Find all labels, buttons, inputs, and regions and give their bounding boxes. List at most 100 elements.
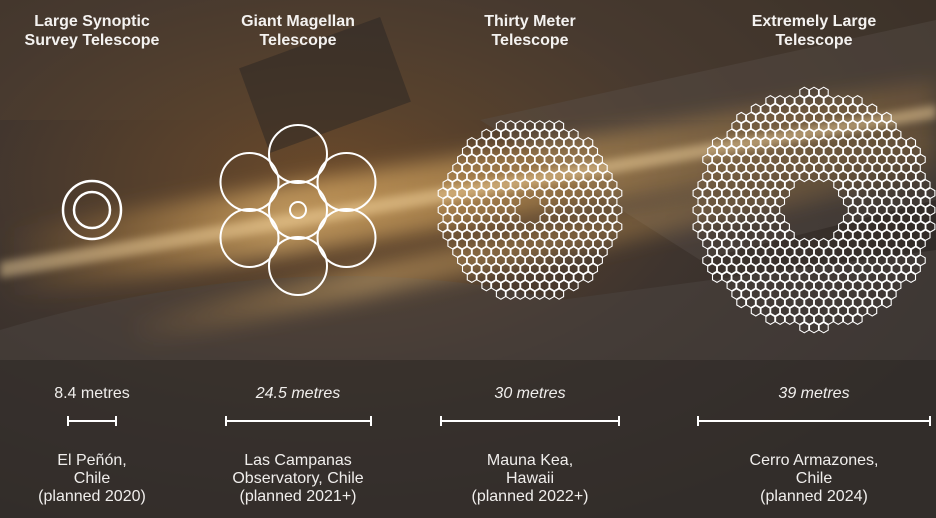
lsst-outer-ring xyxy=(61,179,123,241)
tmt-mirror-segment xyxy=(486,204,497,216)
tmt-mirror-segment xyxy=(544,120,555,132)
tmt-mirror-segment xyxy=(573,187,584,200)
tmt-mirror-segment xyxy=(437,204,448,216)
elt-mirror-segment xyxy=(833,178,844,191)
tmt-mirror-segment xyxy=(568,229,579,242)
elt-mirror-segment xyxy=(867,220,878,233)
tmt-mirror-segment xyxy=(544,220,555,233)
elt-mirror-segment xyxy=(770,254,781,267)
elt-mirror-segment xyxy=(842,162,853,174)
elt-mirror-segment xyxy=(804,296,815,309)
elt-mirror-segment xyxy=(731,237,742,250)
elt-mirror-segment xyxy=(692,220,703,233)
tmt-mirror-segment xyxy=(554,170,565,183)
elt-mirror-segment xyxy=(702,170,713,183)
elt-mirror-segment xyxy=(808,237,820,250)
tmt-mirror-segment xyxy=(529,229,540,242)
elt-mirror-segment xyxy=(818,271,829,284)
tmt-mirror-segment xyxy=(500,212,511,225)
tmt-mirror-segment xyxy=(568,279,579,292)
elt-mirror-segment xyxy=(697,195,708,208)
tmt-mirror-segment xyxy=(495,136,506,149)
elt-mirror-segment xyxy=(799,153,810,166)
elt-mirror-segment xyxy=(867,103,878,116)
elt-mirror-segment xyxy=(775,145,786,158)
tmt-mirror-segment xyxy=(461,212,472,225)
elt-mirror-segment xyxy=(726,262,737,275)
elt-mirror-segment xyxy=(794,128,805,141)
elt-mirror-segment xyxy=(716,178,727,191)
elt-mirror-segment xyxy=(750,153,761,166)
tmt-mirror-segment xyxy=(471,262,482,275)
elt-mirror-segment xyxy=(818,321,829,334)
elt-mirror-segment xyxy=(842,111,853,124)
elt-mirror-segment xyxy=(711,220,723,233)
elt-mirror-segment xyxy=(852,195,863,208)
elt-mirror-segment xyxy=(886,153,897,166)
elt-mirror-segment xyxy=(779,220,790,233)
tmt-mirror-segment xyxy=(602,220,613,233)
elt-mirror-segment xyxy=(755,279,766,292)
elt-mirror-segment xyxy=(707,145,718,158)
elt-mirror-segment xyxy=(862,128,873,141)
elt-mirror-segment xyxy=(862,212,873,225)
elt-mirror-segment xyxy=(736,128,747,141)
telescope-column-elt: Extremely Large Telescope 39 metres Cerr… xyxy=(692,0,936,518)
tmt-mirror-segment xyxy=(524,153,536,166)
tmt-mirror-segment xyxy=(505,288,516,300)
tmt-mirror-segment xyxy=(583,170,594,183)
elt-mirror-segment xyxy=(770,237,781,250)
tmt-mirror-segment xyxy=(524,254,536,267)
elt-mirror-segment xyxy=(808,136,820,149)
elt-mirror-segment xyxy=(808,304,820,317)
elt-mirror-segment xyxy=(852,145,863,158)
elt-mirror-segment xyxy=(852,246,863,258)
tmt-mirror-segment xyxy=(524,187,536,200)
elt-mirror-segment xyxy=(741,237,752,250)
tmt-mirror-segment xyxy=(529,128,540,141)
tmt-mirror-segment xyxy=(578,195,589,208)
elt-mirror-segment xyxy=(818,237,829,250)
elt-mirror-segment xyxy=(765,111,776,124)
tmt-mirror-segment xyxy=(558,279,569,292)
elt-mirror-segment xyxy=(920,195,931,208)
elt-mirror-segment xyxy=(876,288,887,300)
elt-mirror-segment xyxy=(794,94,805,107)
elt-mirror-segment xyxy=(876,220,887,233)
elt-mirror-segment xyxy=(711,237,723,250)
tmt-mirror-segment xyxy=(486,271,497,284)
elt-mirror-segment xyxy=(920,229,931,242)
elt-mirror-segment xyxy=(852,162,863,174)
tmt-mirror-segment xyxy=(539,246,550,258)
tmt-mirror-segment xyxy=(491,145,502,158)
tmt-mirror-segment xyxy=(549,145,560,158)
tmt-mirror-segment xyxy=(481,229,492,242)
elt-mirror-segment xyxy=(891,128,902,141)
elt-mirror-segment xyxy=(881,296,892,309)
elt-mirror-segment xyxy=(881,162,892,174)
tmt-mirror-segment xyxy=(554,237,565,250)
tmt-mirror-segment xyxy=(515,254,526,267)
elt-mirror-segment xyxy=(779,103,790,116)
tmt-mirror-segment xyxy=(495,187,506,200)
elt-mirror-segment xyxy=(750,237,761,250)
elt-mirror-segment xyxy=(750,288,761,300)
tmt-mirror-segment xyxy=(515,187,526,200)
elt-mirror-segment xyxy=(857,120,868,132)
tmt-mirror-segment xyxy=(461,262,472,275)
elt-mirror-segment xyxy=(862,178,873,191)
elt-mirror-diagram xyxy=(692,86,936,334)
elt-mirror-segment xyxy=(726,279,737,292)
tmt-mirror-segment xyxy=(457,254,468,267)
tmt-mirror-segment xyxy=(583,136,594,149)
elt-mirror-segment xyxy=(823,162,834,174)
elt-mirror-segment xyxy=(852,296,863,309)
tmt-mirror-segment xyxy=(500,145,511,158)
lsst-inner-ring xyxy=(72,190,112,230)
elt-mirror-segment xyxy=(857,187,868,200)
elt-mirror-segment xyxy=(818,86,829,99)
elt-mirror-segment xyxy=(760,187,771,200)
tmt-mirror-segment xyxy=(471,229,482,242)
tmt-mirror-segment xyxy=(500,229,511,242)
elt-mirror-segment xyxy=(867,304,878,317)
